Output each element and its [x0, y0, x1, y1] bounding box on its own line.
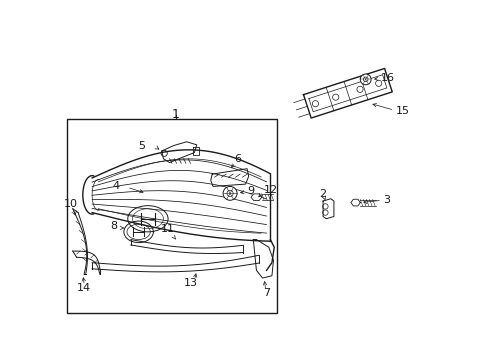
Text: 6: 6 [234, 154, 241, 164]
Text: 2: 2 [319, 189, 326, 199]
Text: 3: 3 [383, 194, 390, 204]
Polygon shape [350, 199, 360, 206]
Circle shape [360, 74, 370, 85]
Text: 13: 13 [184, 278, 198, 288]
Text: 1: 1 [172, 108, 180, 121]
Text: 15: 15 [395, 106, 409, 116]
Text: 5: 5 [138, 141, 144, 150]
Text: 10: 10 [64, 199, 78, 209]
Text: 12: 12 [264, 185, 278, 195]
Text: 4: 4 [112, 181, 119, 191]
Text: 11: 11 [161, 224, 175, 234]
Text: 14: 14 [77, 283, 91, 293]
Bar [67, 119, 276, 313]
Text: 16: 16 [381, 73, 394, 83]
Circle shape [223, 186, 237, 200]
Text: 8: 8 [110, 221, 117, 231]
Polygon shape [303, 68, 391, 118]
Text: 7: 7 [263, 288, 269, 298]
Text: 9: 9 [246, 186, 254, 196]
Polygon shape [250, 194, 261, 201]
